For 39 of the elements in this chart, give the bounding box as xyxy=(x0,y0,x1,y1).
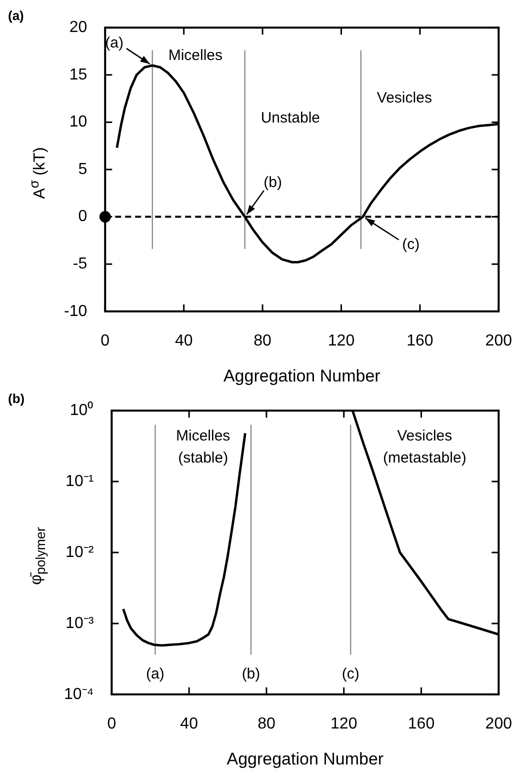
annotation: (c) xyxy=(402,236,420,253)
ref-line-label: (c) xyxy=(342,666,360,683)
annotation: Micelles (stable) xyxy=(176,428,230,467)
y-tick-label: 10 xyxy=(69,114,88,131)
x-tick-label: 80 xyxy=(258,715,276,732)
x-tick-label: 160 xyxy=(406,332,434,350)
annotation: Vesicles (metastable) xyxy=(382,428,466,467)
x-tick-label: 0 xyxy=(100,332,110,350)
x-axis-title: Aggregation Number xyxy=(226,749,384,768)
y-tick-label: 10⁰ xyxy=(70,401,94,420)
x-tick-label: 80 xyxy=(254,332,272,350)
x-tick-label: 40 xyxy=(174,332,193,350)
chart-title: (a) xyxy=(8,8,24,23)
y-tick-label: 10⁻⁴ xyxy=(64,686,94,703)
y-tick-label: 20 xyxy=(69,19,88,36)
chart-title: (b) xyxy=(8,391,25,406)
y-tick-label: -5 xyxy=(72,256,88,273)
y-tick-label: 5 xyxy=(78,160,88,178)
y-tick-label: 15 xyxy=(69,66,88,84)
x-tick-label: 40 xyxy=(180,715,198,732)
ref-line-label: Vesicles xyxy=(376,90,432,107)
y-tick-label: 10⁻¹ xyxy=(66,472,94,490)
y-tick-label: 10⁻³ xyxy=(66,614,94,632)
annotation: (b) xyxy=(264,174,282,191)
x-axis-title: Aggregation Number xyxy=(223,366,381,386)
ref-line-label: (b) xyxy=(242,666,260,683)
ref-line-label: Micelles xyxy=(168,47,223,64)
x-tick-label: 200 xyxy=(485,715,512,732)
ref-line-label: (a) xyxy=(146,666,164,683)
x-tick-label: 120 xyxy=(330,715,358,732)
x-tick-label: 200 xyxy=(485,332,512,350)
y-tick-label: 0 xyxy=(78,208,88,226)
y-tick-label: 10⁻² xyxy=(66,544,94,561)
x-tick-label: 0 xyxy=(107,715,116,732)
ref-line-label: Unstable xyxy=(260,110,320,127)
annotation: (a) xyxy=(105,34,124,52)
y-tick-label: -10 xyxy=(64,302,88,320)
x-tick-label: 160 xyxy=(408,715,435,732)
x-tick-label: 120 xyxy=(328,332,355,350)
